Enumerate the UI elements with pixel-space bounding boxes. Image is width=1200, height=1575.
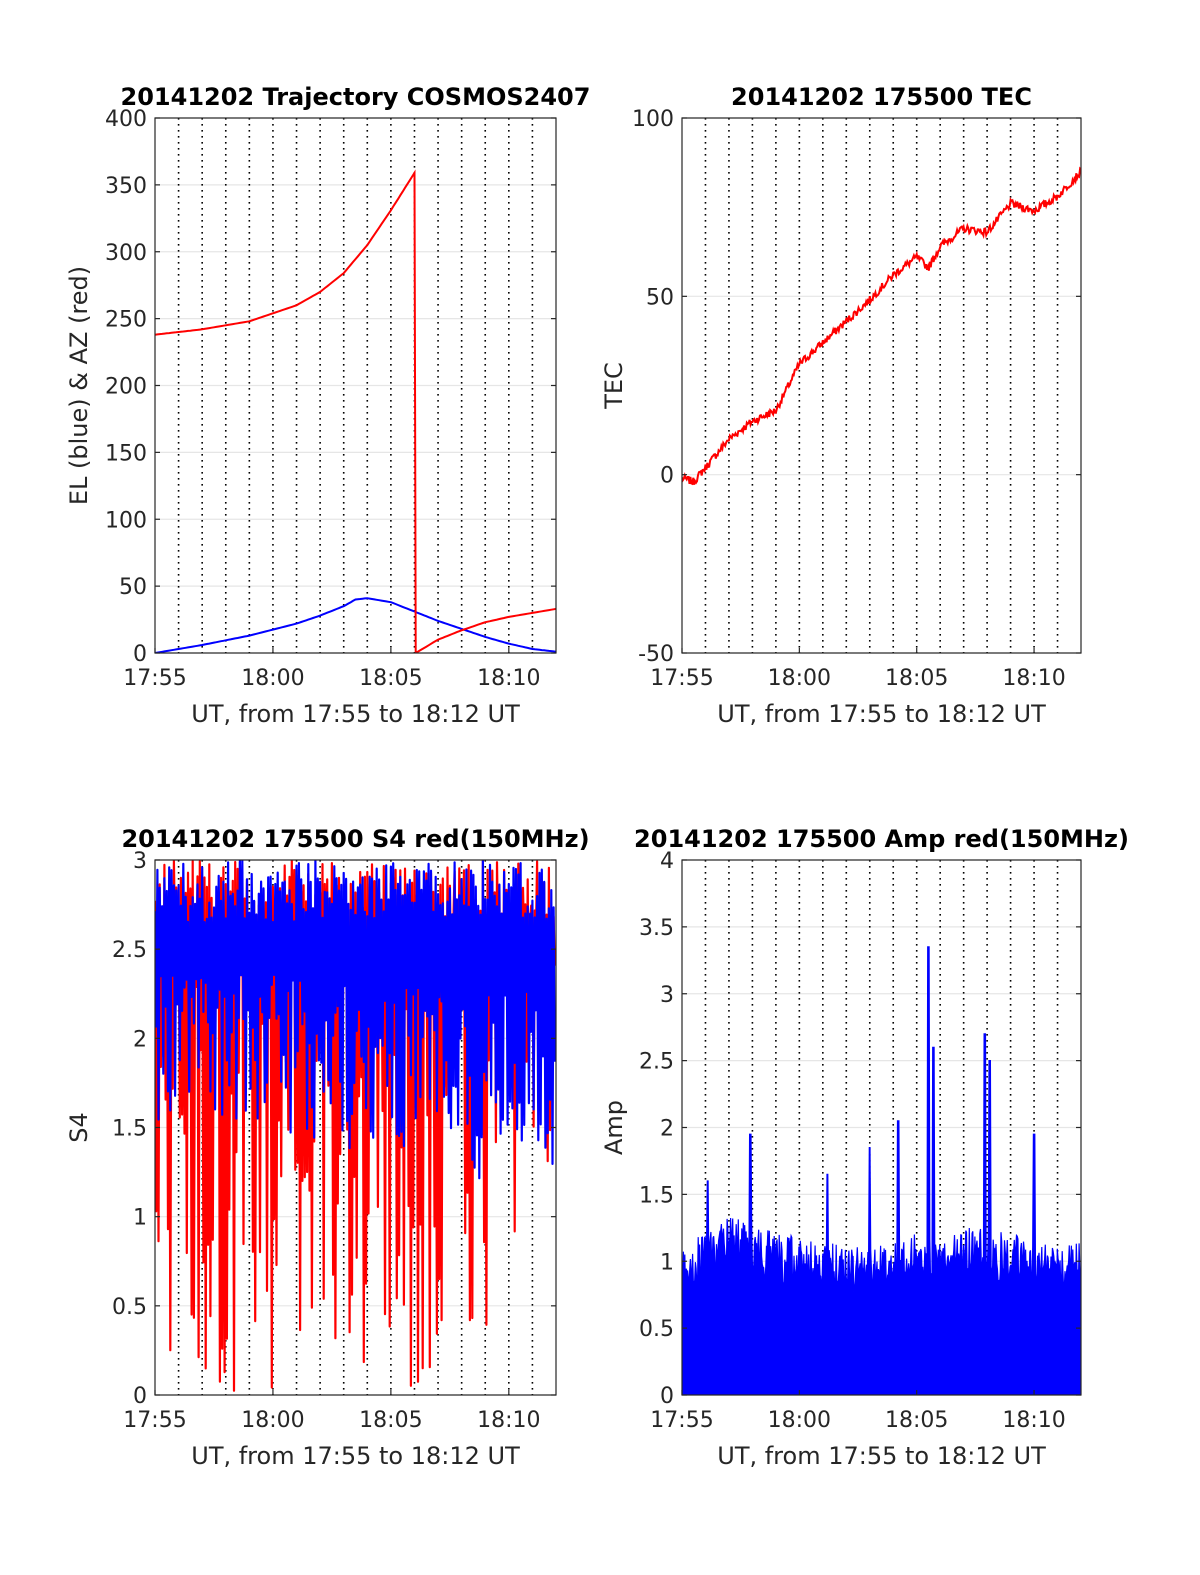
y-axis-label: TEC (600, 362, 628, 410)
x-tick-label: 18:00 (768, 1408, 831, 1433)
series-s4-blue (155, 860, 556, 1180)
y-tick-label: 0.5 (639, 1317, 674, 1342)
series-trajectory-blue (155, 597, 556, 653)
y-tick-label: 2.5 (639, 1050, 674, 1075)
x-tick-label: 18:05 (359, 666, 422, 691)
y-tick-label: 0 (133, 642, 147, 667)
y-tick-label: 4 (660, 849, 674, 874)
y-axis-label: Amp (600, 1100, 628, 1155)
y-tick-label: 50 (119, 575, 147, 600)
chart-panel-trajectory: 0 50 100 150 200 250 300 350 400 17:55 18:00 18:05 1… (65, 83, 590, 728)
y-axis-label: S4 (65, 1112, 93, 1143)
y-tick-label: 3 (660, 983, 674, 1008)
x-tick-label: 17:55 (650, 666, 713, 691)
y-tick-label: 1 (133, 1206, 147, 1231)
y-tick-label: 0 (660, 464, 674, 489)
x-axis-label: UT, from 17:55 to 18:12 UT (191, 700, 520, 728)
y-tick-label: 200 (105, 375, 147, 400)
x-tick-label: 18:00 (241, 666, 304, 691)
y-tick-label: -50 (638, 642, 674, 667)
y-tick-label: 2.5 (112, 938, 147, 963)
x-tick-label: 17:55 (123, 666, 186, 691)
y-tick-label: 150 (105, 441, 147, 466)
chart-title: 20141202 175500 Amp red(150MHz) (634, 825, 1129, 853)
y-tick-label: 300 (105, 241, 147, 266)
y-tick-label: 100 (105, 508, 147, 533)
chart-title: 20141202 Trajectory COSMOS2407 (121, 83, 591, 111)
y-tick-label: 350 (105, 174, 147, 199)
y-tick-label: 1.5 (639, 1183, 674, 1208)
y-axis-label: EL (blue) & AZ (red) (65, 266, 93, 505)
y-tick-label: 50 (646, 285, 674, 310)
x-tick-label: 18:10 (1002, 1408, 1065, 1433)
y-tick-label: 3 (133, 849, 147, 874)
x-tick-label: 18:10 (477, 666, 540, 691)
y-tick-label: 100 (632, 107, 674, 132)
series-amp-blue (682, 946, 1081, 1395)
y-tick-label: 0.5 (112, 1295, 147, 1320)
series-group (682, 946, 1081, 1395)
y-tick-label: 1.5 (112, 1117, 147, 1142)
x-tick-label: 18:10 (477, 1408, 540, 1433)
x-tick-label: 18:10 (1002, 666, 1065, 691)
series-trajectory-red (155, 169, 556, 653)
x-tick-label: 18:05 (885, 666, 948, 691)
series-group (155, 860, 556, 1392)
chart-title: 20141202 175500 S4 red(150MHz) (121, 825, 589, 853)
x-tick-label: 18:05 (885, 1408, 948, 1433)
y-tick-label: 1 (660, 1250, 674, 1275)
series-group (155, 169, 556, 653)
series-group (682, 166, 1081, 486)
y-tick-label: 0 (660, 1384, 674, 1409)
x-axis-label: UT, from 17:55 to 18:12 UT (191, 1442, 520, 1470)
x-axis-label: UT, from 17:55 to 18:12 UT (717, 700, 1046, 728)
y-tick-label: 0 (133, 1384, 147, 1409)
x-tick-label: 18:05 (359, 1408, 422, 1433)
y-tick-label: 400 (105, 107, 147, 132)
chart-panel-tec: -50 0 50 100 17:55 18:00 18:05 18:10 20141202 17… (600, 83, 1082, 728)
series-tec-red (682, 166, 1081, 486)
x-axis-label: UT, from 17:55 to 18:12 UT (717, 1442, 1046, 1470)
x-tick-label: 18:00 (768, 666, 831, 691)
y-tick-label: 250 (105, 308, 147, 333)
x-tick-label: 17:55 (650, 1408, 713, 1433)
axes-box (681, 117, 1082, 654)
y-tick-label: 2 (660, 1117, 674, 1142)
y-tick-label: 2 (133, 1027, 147, 1052)
chart-title: 20141202 175500 TEC (731, 83, 1032, 111)
chart-panel-amp: 0 0.5 1 1.5 2 2.5 3 3.5 4 17:55 18:00 18:05 18:10 201… (600, 825, 1129, 1470)
chart-panel-s4: 0 0.5 1 1.5 2 2.5 3 17:55 18:00 18:05 18:10 2014120… (65, 825, 590, 1470)
plot-area (682, 118, 1081, 653)
x-tick-label: 17:55 (123, 1408, 186, 1433)
x-tick-label: 18:00 (241, 1408, 304, 1433)
y-tick-label: 3.5 (639, 916, 674, 941)
